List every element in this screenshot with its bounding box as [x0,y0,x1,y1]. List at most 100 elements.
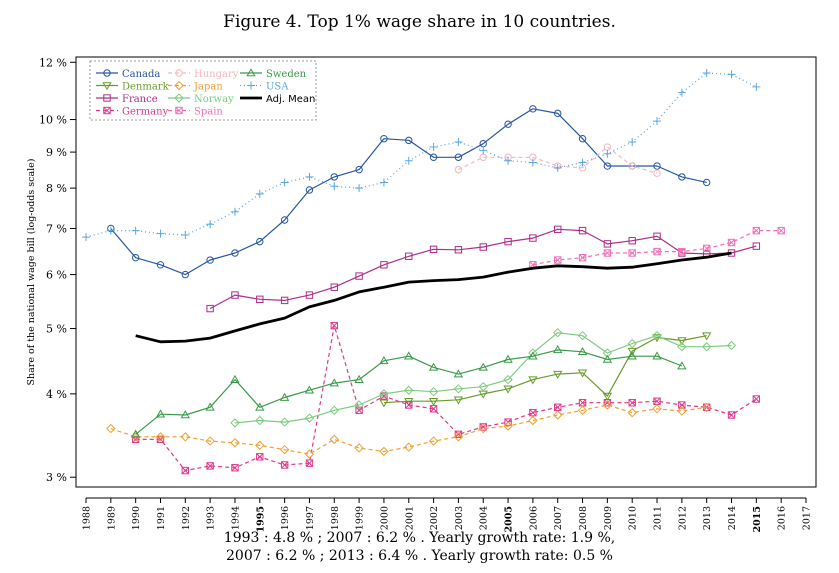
series-line-norway [234,332,732,424]
x-tick-label: 2010 [628,506,639,530]
data-point-france [305,291,314,299]
data-point-france [256,295,264,304]
data-point-canada [305,186,314,194]
data-point-norway [379,389,389,399]
data-point-spain [678,247,686,256]
x-tick-label: 2005 [504,506,515,532]
data-point-norway [354,400,364,410]
data-point-usa [553,163,562,172]
data-point-usa [404,156,413,165]
legend-label: Hungary [194,69,239,80]
data-point-japan [404,442,414,452]
y-tick-label: 6 % [46,269,67,282]
data-point-canada [603,162,612,170]
data-point-denmark [702,332,712,341]
legend-item-denmark: Denmark [96,82,170,93]
series-line-canada [110,108,707,276]
legend-item-adj-mean: Adj. Mean [240,94,315,105]
legend-marker [103,69,111,77]
data-point-sweden [453,369,464,378]
legend-marker [246,68,256,77]
data-point-france [479,243,487,251]
data-point-canada [206,256,214,264]
data-point-norway [478,381,488,392]
data-point-usa [677,88,686,97]
data-point-denmark [428,397,439,407]
data-point-canada [578,135,587,143]
data-point-japan [528,415,538,426]
x-tick-label: 1999 [355,506,366,530]
data-point-sweden [677,361,687,370]
x-tick-label: 2017 [802,506,813,530]
x-tick-label: 2006 [528,506,539,530]
data-point-hungary [653,169,661,177]
data-point-japan [180,432,191,442]
x-tick-label: 1990 [131,506,142,530]
series-line-usa [85,72,757,238]
data-point-canada [702,178,711,187]
data-point-usa [156,229,165,238]
data-point-germany [628,399,636,407]
data-point-usa [355,184,364,193]
series-germany [131,321,761,475]
data-point-japan [553,410,563,420]
legend-item-usa: USA [240,81,289,93]
x-tick-label: 2012 [677,506,688,530]
data-point-sweden [404,351,414,360]
legend-item-hungary: Hungary [168,69,239,80]
data-point-japan [627,407,637,418]
data-point-canada [355,165,363,174]
x-tick-label: 1998 [330,506,341,530]
x-tick-label: 2009 [603,506,614,530]
data-point-france [578,226,587,235]
x-tick-label: 1991 [156,506,167,530]
data-point-spain [752,226,761,235]
series-line-sweden [135,349,683,435]
legend-item-spain: Spain [168,107,223,118]
data-point-hungary [628,162,636,170]
data-point-spain [653,247,661,256]
data-point-usa [106,226,115,235]
data-point-canada [181,270,190,279]
data-point-denmark [627,347,637,356]
y-tick-label: 12 % [39,56,67,69]
data-point-germany [330,321,338,330]
series-norway [230,327,737,428]
data-point-france [554,225,562,234]
data-point-spain [727,238,736,247]
data-point-canada [280,216,289,224]
data-point-canada [330,173,338,181]
data-point-japan [106,423,116,434]
data-point-france [330,283,338,291]
x-tick-label: 2015 [752,506,763,532]
data-point-usa [702,69,711,78]
data-point-denmark [553,370,563,379]
series-line-germany [135,325,757,472]
data-point-canada [678,173,686,181]
data-point-usa [727,70,736,79]
data-point-germany [355,406,363,415]
data-point-canada [504,120,512,128]
legend-marker [175,69,183,77]
legend-marker [102,82,112,91]
data-point-japan [304,449,315,459]
data-point-norway [627,338,637,349]
x-tick-label: 1995 [255,506,266,532]
data-point-spain [628,249,636,257]
data-point-sweden [180,410,190,419]
data-point-japan [428,436,439,446]
data-point-germany [429,405,438,413]
data-point-canada [131,253,140,262]
data-point-france [405,252,413,260]
data-point-france [206,304,214,313]
legend-item-sweden: Sweden [240,68,307,80]
data-point-canada [454,153,463,161]
data-point-germany [603,399,612,407]
data-point-sweden [329,378,339,387]
data-point-sweden [478,362,488,371]
data-point-sweden [205,402,215,411]
data-point-canada [380,135,388,143]
data-point-spain [603,249,612,257]
data-point-usa [255,189,264,198]
data-point-sweden [130,429,141,438]
